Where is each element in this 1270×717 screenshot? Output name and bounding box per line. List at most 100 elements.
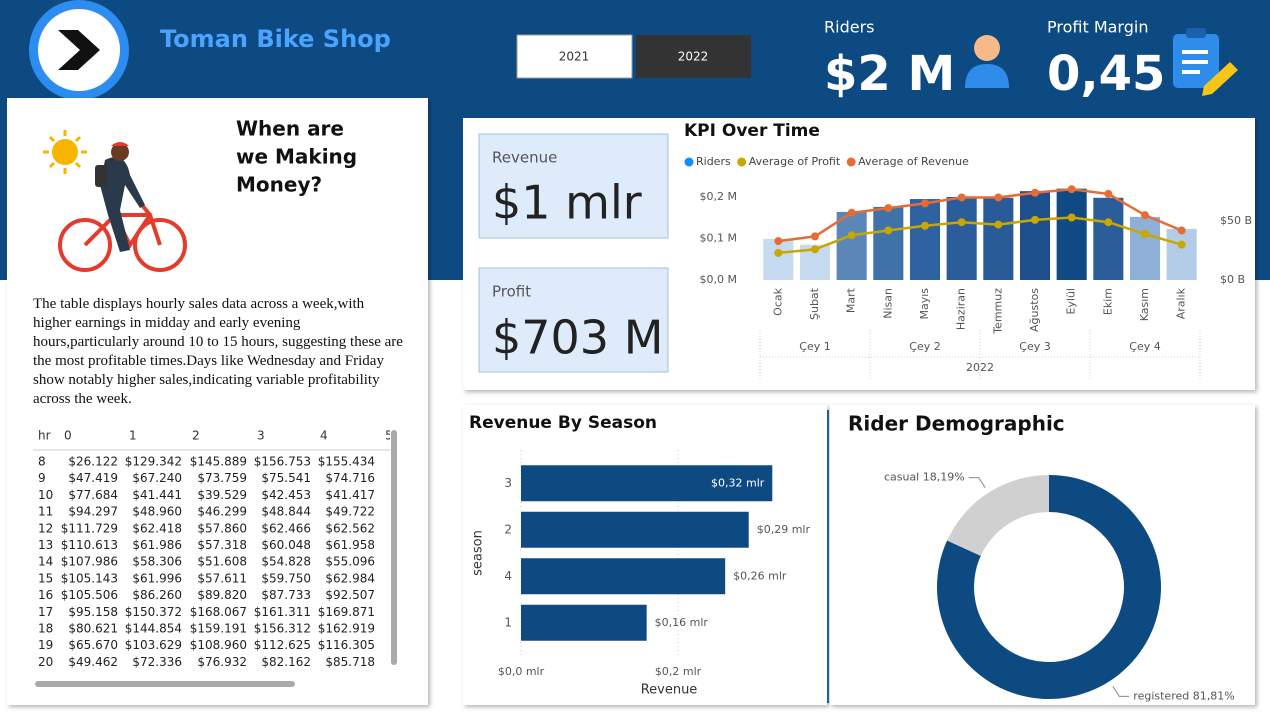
table-cell: $57.860 — [197, 521, 247, 535]
y-axis-label: season — [471, 530, 486, 576]
logo-chevron — [58, 30, 100, 70]
line-point — [1177, 226, 1186, 235]
y-tick-label: 3 — [504, 476, 512, 490]
line-point — [1104, 218, 1113, 227]
table-cell: $111.729 — [61, 521, 118, 535]
table-header: 2 — [192, 429, 200, 443]
legend-swatch — [684, 157, 694, 167]
bar — [1056, 188, 1087, 280]
table-cell: $26.122 — [68, 455, 118, 469]
table-cell: 17 — [38, 605, 53, 619]
table-cell: $57.318 — [197, 538, 247, 552]
table-header: 5 — [385, 429, 393, 443]
table-cell: $61.996 — [132, 571, 182, 585]
y-tick-label: 1 — [504, 615, 512, 629]
data-label: casual 18,19% — [884, 471, 965, 484]
table-cell: $92.507 — [325, 588, 375, 602]
table-cell: $77.684 — [68, 488, 118, 502]
bar — [983, 197, 1014, 280]
line — [778, 187, 1183, 243]
shop-title: Toman Bike Shop — [160, 25, 391, 53]
table-cell: $95.158 — [68, 605, 118, 619]
table-cell: $89.820 — [197, 588, 247, 602]
card-label: Profit — [492, 283, 531, 301]
legend-label: Average of Revenue — [858, 155, 969, 168]
x-tick-label: Nisan — [881, 288, 894, 319]
table-cell: $82.162 — [261, 655, 311, 669]
table-cell: $76.932 — [197, 655, 247, 669]
year-button-label[interactable]: 2022 — [678, 50, 709, 64]
table-cell: $159.191 — [190, 622, 247, 636]
table-cell: $39.529 — [197, 488, 247, 502]
line-point — [811, 232, 819, 241]
y2-tick-label: $50 B — [1220, 214, 1252, 227]
x-tick-label: Ekim — [1101, 288, 1114, 315]
table-cell: $110.613 — [61, 538, 118, 552]
table-cell: $54.828 — [261, 555, 311, 569]
line-point — [884, 226, 893, 235]
line-point — [1104, 189, 1113, 198]
line-point — [994, 193, 1003, 202]
table-cell: 18 — [38, 622, 53, 636]
table-cell: 10 — [38, 488, 53, 502]
line-point — [1067, 185, 1076, 194]
line-point — [1031, 188, 1039, 197]
table-header: 4 — [320, 429, 328, 443]
clipboard-icon — [1186, 28, 1206, 38]
chart-title: KPI Over Time — [684, 121, 820, 141]
line-point — [957, 218, 966, 227]
table-cell: $161.311 — [254, 605, 311, 619]
bar — [1019, 191, 1051, 280]
line-point — [1031, 215, 1039, 224]
v-scrollbar[interactable] — [391, 430, 397, 665]
leader-line — [968, 477, 986, 489]
table-cell: $48.844 — [261, 505, 311, 519]
table-cell: $169.871 — [318, 605, 375, 619]
table-cell: $108.960 — [190, 638, 247, 652]
table-cell: $156.312 — [254, 622, 311, 636]
table-cell: $73.759 — [197, 471, 247, 485]
table-cell: 14 — [38, 555, 53, 569]
table-cell: $155.434 — [318, 455, 375, 469]
line-point — [957, 193, 966, 202]
table-cell: $58.306 — [132, 555, 182, 569]
card-value: $703 M — [492, 311, 663, 365]
rider-icon — [974, 35, 1000, 61]
quarter-label: Çey 2 — [909, 340, 940, 353]
y-tick-label: $0,1 M — [700, 231, 737, 244]
line-point — [774, 237, 783, 246]
table-cell: $145.889 — [190, 455, 247, 469]
h-scrollbar[interactable] — [35, 681, 295, 687]
table-cell: $42.453 — [261, 488, 311, 502]
x-tick-label: Ocak — [771, 287, 784, 315]
demographic-card — [830, 405, 1255, 705]
year-button-label[interactable]: 2021 — [559, 50, 590, 64]
bar — [1129, 216, 1161, 280]
legend-label: Average of Profit — [749, 155, 841, 168]
line-point — [1141, 230, 1149, 239]
table-cell: $62.466 — [261, 521, 311, 535]
table-cell: $74.716 — [325, 471, 375, 485]
table-cell: 13 — [38, 538, 53, 552]
kpi-value: $2 M — [824, 46, 955, 102]
year-button[interactable] — [516, 34, 633, 79]
card-label: Revenue — [492, 149, 557, 167]
chart-title: Revenue By Season — [469, 413, 657, 433]
x-tick-label: Haziran — [955, 288, 968, 330]
table-cell: $85.718 — [325, 655, 375, 669]
table-cell: $129.342 — [125, 455, 182, 469]
line-point — [1141, 211, 1149, 220]
x-tick-label: Eylül — [1065, 288, 1078, 315]
table-cell: $59.750 — [261, 571, 311, 585]
year-button[interactable] — [636, 35, 751, 78]
bar — [521, 465, 773, 502]
table-cell: $75.541 — [261, 471, 311, 485]
table-cell: $150.372 — [125, 605, 182, 619]
line-point — [921, 221, 929, 230]
x-tick-label: Ağustos — [1028, 288, 1041, 332]
rider-icon — [965, 64, 1009, 88]
y2-tick-label: $0 B — [1220, 273, 1245, 286]
table-cell: $107.986 — [61, 555, 118, 569]
table-cell: $86.260 — [132, 588, 182, 602]
table-cell: $62.418 — [132, 521, 182, 535]
